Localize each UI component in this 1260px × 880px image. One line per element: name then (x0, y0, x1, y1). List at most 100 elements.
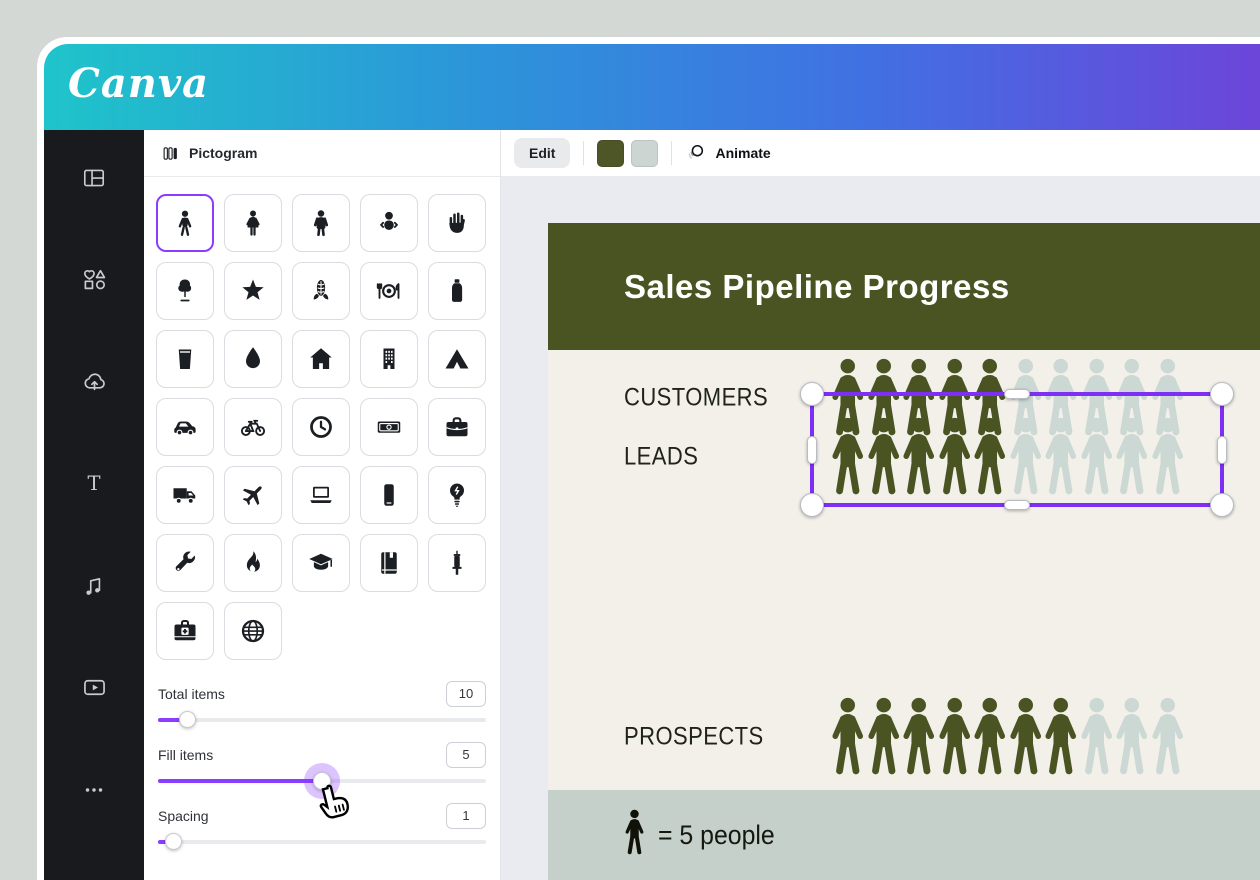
grid-icon-star[interactable] (224, 262, 282, 320)
pictogram-row-icons[interactable] (830, 353, 1185, 443)
selection-box[interactable] (800, 382, 1234, 517)
pictogram-controls: Total items 10 Fill items 5 Spacing (144, 660, 500, 855)
person-icon[interactable] (830, 412, 866, 502)
person-icon[interactable] (1079, 692, 1115, 782)
grid-icon-wrench[interactable] (156, 534, 214, 592)
selection-handle-n[interactable] (1004, 389, 1030, 399)
total-items-label: Total items (158, 685, 225, 702)
pictogram-row-icons[interactable] (830, 692, 1185, 782)
slider-thumb[interactable] (178, 711, 196, 728)
grid-icon-hand[interactable] (428, 194, 486, 252)
grid-icon-man[interactable] (292, 194, 350, 252)
row-label[interactable]: LEADS (624, 442, 699, 471)
grid-icon-car[interactable] (156, 398, 214, 456)
person-icon[interactable] (972, 412, 1008, 502)
grid-icon-meal[interactable] (360, 262, 418, 320)
chart-title[interactable]: Sales Pipeline Progress (624, 267, 1010, 305)
chart-header[interactable]: Sales Pipeline Progress (548, 223, 1260, 350)
spacing-slider[interactable] (158, 829, 486, 855)
total-items-value[interactable]: 10 (446, 680, 486, 707)
grid-icon-book[interactable] (360, 534, 418, 592)
grid-icon-bicycle[interactable] (224, 398, 282, 456)
person-icon[interactable] (1150, 412, 1186, 502)
selection-handle-se[interactable] (1210, 493, 1234, 517)
sidebar-item-more[interactable] (80, 778, 108, 806)
grid-icon-laptop[interactable] (292, 466, 350, 524)
person-icon[interactable] (901, 353, 937, 443)
fill-items-slider[interactable] (158, 763, 486, 819)
fill-items-value[interactable]: 5 (446, 741, 486, 768)
slider-thumb[interactable] (165, 833, 183, 850)
chart-row-prospects[interactable]: PROSPECTS (548, 689, 1260, 785)
edit-button[interactable]: Edit (514, 138, 571, 168)
grid-icon-building[interactable] (360, 330, 418, 388)
grid-icon-medical-kit[interactable] (156, 602, 214, 660)
grid-icon-phone[interactable] (360, 466, 418, 524)
person-icon[interactable] (1150, 692, 1186, 782)
person-icon[interactable] (1114, 692, 1150, 782)
selection-handle-e[interactable] (1217, 435, 1227, 464)
sidebar-item-design[interactable] (80, 166, 108, 194)
chart-row-customers[interactable]: CUSTOMERS (548, 350, 1260, 446)
sidebar-item-videos[interactable] (80, 676, 108, 704)
person-icon[interactable] (866, 692, 902, 782)
person-icon[interactable] (901, 412, 937, 502)
grid-icon-truck[interactable] (156, 466, 214, 524)
person-icon[interactable] (937, 412, 973, 502)
grid-icon-plane[interactable] (224, 466, 282, 524)
chart-legend[interactable]: = 5 people (624, 809, 785, 861)
person-icon[interactable] (866, 412, 902, 502)
grid-icon-graduation-cap[interactable] (292, 534, 350, 592)
person-icon[interactable] (1008, 412, 1044, 502)
grid-icon-woman[interactable] (224, 194, 282, 252)
person-icon[interactable] (1008, 692, 1044, 782)
total-items-slider[interactable] (158, 707, 486, 733)
selection-handle-nw[interactable] (800, 382, 824, 406)
grid-icon-droplet[interactable] (224, 330, 282, 388)
row-label[interactable]: PROSPECTS (624, 722, 764, 751)
grid-icon-clock[interactable] (292, 398, 350, 456)
grid-icon-globe[interactable] (224, 602, 282, 660)
empty-color-swatch[interactable] (631, 139, 659, 167)
svg-text:T: T (87, 472, 100, 495)
grid-icon-tree[interactable] (156, 262, 214, 320)
person-icon[interactable] (937, 353, 973, 443)
grid-icon-person[interactable] (156, 194, 214, 252)
person-icon[interactable] (1079, 353, 1115, 443)
sidebar-item-text[interactable]: T (80, 472, 108, 500)
grid-icon-money[interactable] (360, 398, 418, 456)
grid-icon-cup[interactable] (156, 330, 214, 388)
grid-icon-bottle[interactable] (428, 262, 486, 320)
row-label[interactable]: CUSTOMERS (624, 383, 769, 412)
grid-icon-flame[interactable] (224, 534, 282, 592)
sidebar-item-audio[interactable] (80, 574, 108, 602)
slider-thumb[interactable] (313, 772, 331, 790)
grid-icon-baby[interactable] (360, 194, 418, 252)
fill-color-swatch[interactable] (597, 139, 625, 167)
selection-handle-ne[interactable] (1210, 382, 1234, 406)
person-icon[interactable] (624, 809, 645, 856)
person-icon[interactable] (937, 692, 973, 782)
grid-icon-tent[interactable] (428, 330, 486, 388)
animate-button[interactable]: Animate (685, 142, 771, 164)
sidebar-item-uploads[interactable] (80, 370, 108, 398)
grid-icon-corn[interactable] (292, 262, 350, 320)
selection-handle-s[interactable] (1004, 500, 1030, 510)
spacing-value[interactable]: 1 (446, 802, 486, 829)
grid-icon-syringe[interactable] (428, 534, 486, 592)
person-icon[interactable] (1150, 353, 1186, 443)
canva-logo[interactable]: Canva (68, 60, 209, 107)
grid-icon-house[interactable] (292, 330, 350, 388)
grid-icon-lightbulb[interactable] (428, 466, 486, 524)
design-page[interactable]: Sales Pipeline Progress LEADS PROSPECTS CU… (548, 223, 1260, 880)
person-icon[interactable] (972, 692, 1008, 782)
sidebar-item-elements[interactable] (80, 268, 108, 296)
person-icon[interactable] (901, 692, 937, 782)
person-icon[interactable] (1043, 692, 1079, 782)
person-icon[interactable] (830, 692, 866, 782)
uploads-icon (81, 368, 108, 400)
grid-icon-briefcase[interactable] (428, 398, 486, 456)
selection-handle-w[interactable] (807, 435, 817, 464)
person-icon[interactable] (1114, 412, 1150, 502)
selection-handle-sw[interactable] (800, 493, 824, 517)
